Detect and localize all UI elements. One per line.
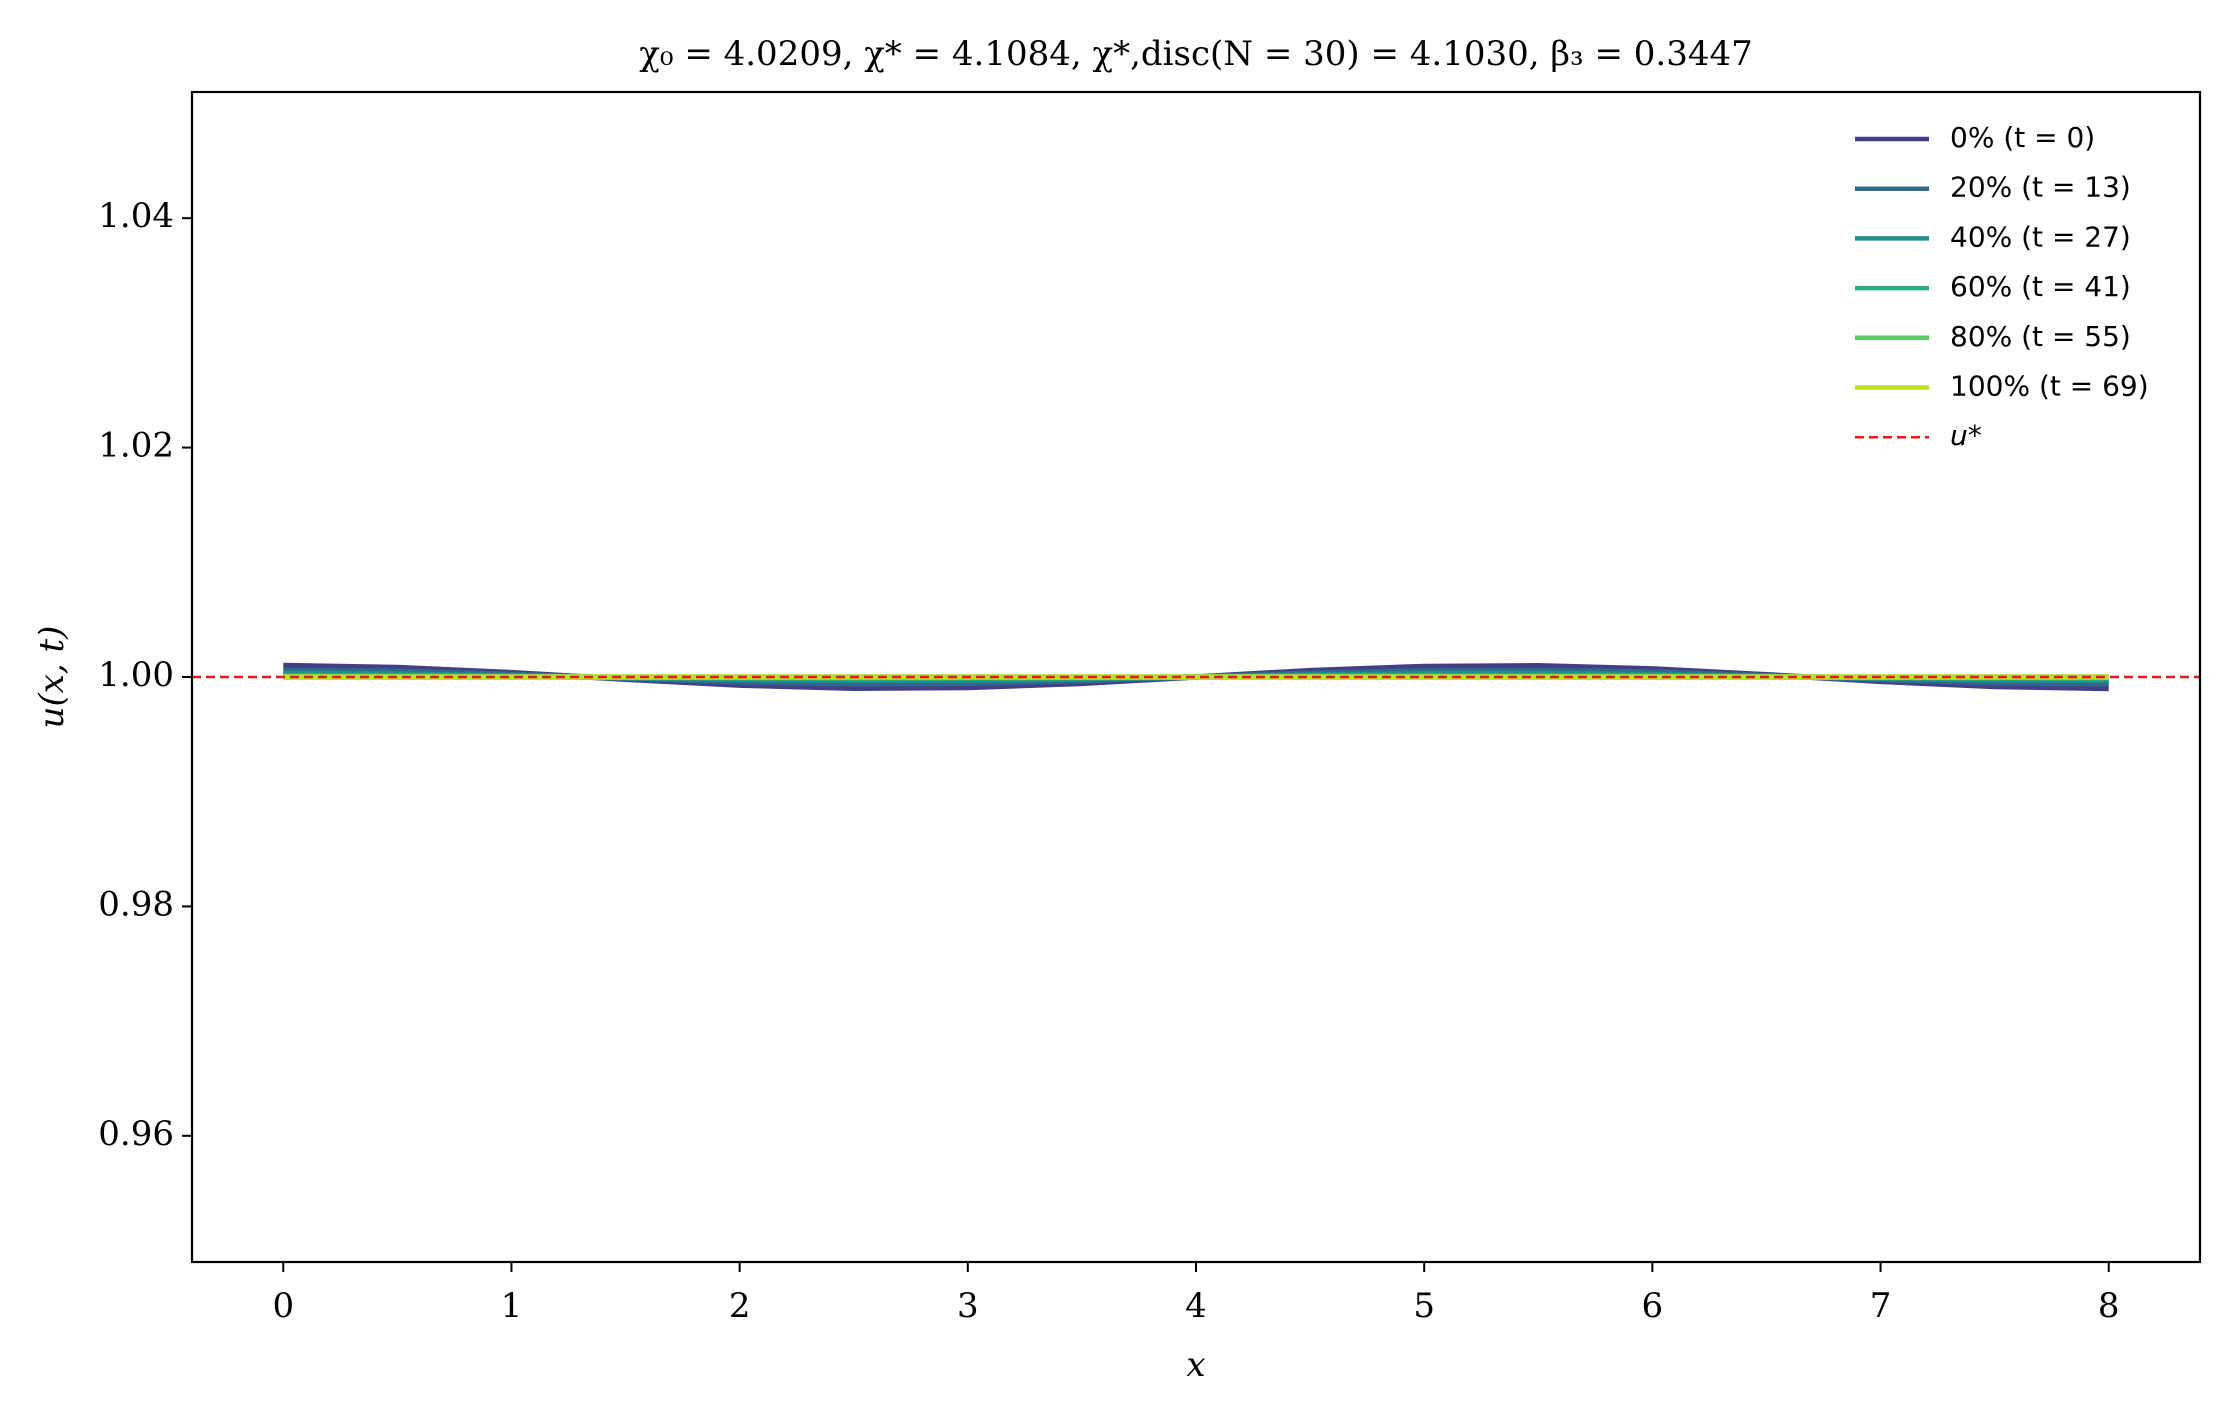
legend-label: 60% (t = 41)	[1950, 270, 2131, 303]
legend-label: 0% (t = 0)	[1950, 121, 2095, 154]
x-tick-label: 4	[1185, 1286, 1207, 1326]
x-tick-label: 0	[272, 1286, 294, 1326]
y-tick-label: 1.00	[98, 655, 174, 695]
legend-label: 80% (t = 55)	[1950, 320, 2131, 353]
plot-area	[192, 662, 2200, 692]
x-axis-label: x	[1186, 1345, 1205, 1385]
x-tick-label: 6	[1642, 1286, 1664, 1326]
legend-label: 40% (t = 27)	[1950, 220, 2131, 253]
x-tick-label: 8	[2098, 1286, 2120, 1326]
legend-label: 20% (t = 13)	[1950, 171, 2131, 204]
y-tick-label: 1.04	[98, 196, 174, 236]
x-tick-label: 7	[1870, 1286, 1892, 1326]
legend-label: u*	[1950, 419, 1982, 452]
x-tick-label: 5	[1413, 1286, 1435, 1326]
x-tick-label: 2	[729, 1286, 751, 1326]
legend-label: 100% (t = 69)	[1950, 370, 2149, 403]
y-tick-label: 1.02	[98, 426, 174, 466]
x-tick-label: 3	[957, 1286, 979, 1326]
y-tick-label: 0.98	[98, 884, 174, 924]
chart-title: χ₀ = 4.0209, χ* = 4.1084, χ*,disc(N = 30…	[639, 34, 1752, 74]
y-axis-label: u(x, t)	[32, 626, 72, 729]
x-tick-label: 1	[501, 1286, 523, 1326]
y-tick-label: 0.96	[98, 1114, 174, 1154]
